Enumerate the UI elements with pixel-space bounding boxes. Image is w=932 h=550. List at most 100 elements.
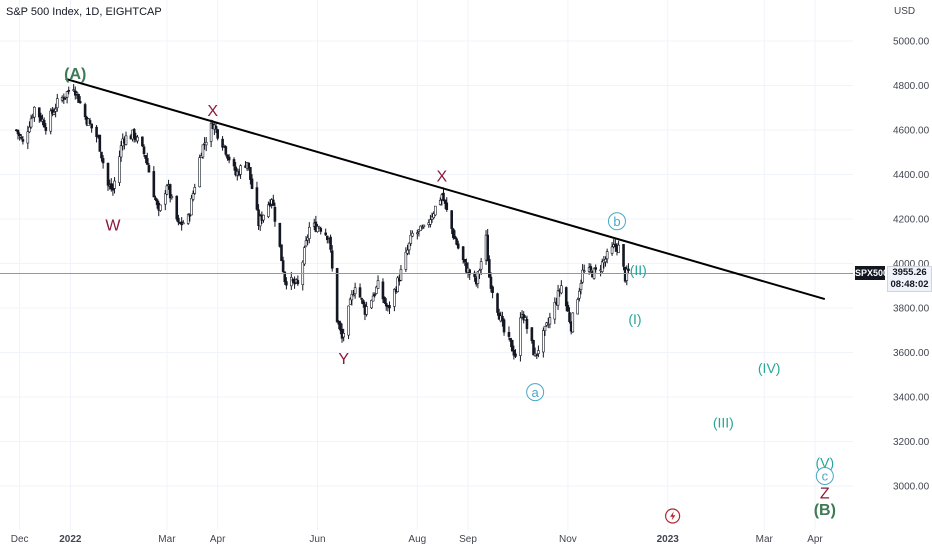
- wave-label: X: [207, 103, 218, 120]
- price-bar-body: [221, 138, 224, 148]
- price-bar-body: [118, 156, 121, 183]
- chart-title[interactable]: S&P 500 Index, 1D, EIGHTCAP: [6, 6, 162, 18]
- price-bar-body: [393, 289, 396, 307]
- wave-label: (A): [64, 66, 86, 83]
- price-bar-body: [461, 246, 465, 260]
- price-bar-body: [186, 214, 190, 224]
- price-bar-body: [163, 193, 167, 205]
- price-bar-body: [600, 261, 604, 272]
- price-bar-body: [214, 126, 218, 129]
- price-bar-body: [383, 297, 386, 304]
- price-bar-body: [90, 123, 93, 129]
- price-bar-body: [278, 222, 282, 247]
- price-bar-body: [416, 232, 419, 235]
- price-bar-body: [306, 237, 309, 241]
- price-bar-body: [370, 299, 373, 309]
- time-axis[interactable]: Dec 2022 Mar Apr Jun Aug Sep Nov 2023 Mar Apr: [11, 534, 824, 545]
- price-bar-body: [304, 240, 308, 247]
- currency-label[interactable]: USD: [894, 6, 916, 17]
- wave-label: Z: [820, 485, 830, 502]
- price-bar-body: [339, 322, 342, 331]
- x-tick-label: Sep: [459, 534, 477, 545]
- price-bar-body: [535, 354, 539, 356]
- price-bar-body: [594, 267, 598, 270]
- price-bar-body: [155, 199, 159, 206]
- price-bar-body: [201, 144, 205, 158]
- price-bar-body: [512, 349, 516, 356]
- x-tick-label: Nov: [559, 534, 577, 545]
- price-bar-body: [145, 158, 149, 165]
- price-bar-body: [556, 290, 560, 306]
- price-bar-body: [509, 337, 512, 342]
- price-bar-body: [388, 305, 391, 309]
- price-bar-body: [136, 136, 139, 142]
- wave-label: a: [532, 385, 540, 400]
- price-bar-body: [522, 314, 525, 321]
- price-bar-body: [406, 249, 409, 254]
- wave-label: (II): [630, 262, 647, 278]
- price-bar-body: [303, 247, 306, 265]
- price-bar-body: [77, 93, 80, 103]
- price-bar-body: [49, 110, 53, 132]
- price-bar-body: [317, 226, 321, 229]
- wave-circle: [607, 212, 626, 231]
- price-bar-body: [486, 234, 489, 262]
- price-bar-body: [407, 242, 411, 251]
- wave-circle: [815, 466, 834, 485]
- y-tick-label: 3200.00: [893, 437, 930, 448]
- price-bar-body: [452, 228, 455, 238]
- y-tick-label: 3600.00: [893, 348, 930, 359]
- wave-label: (I): [628, 311, 641, 327]
- price-bar-body: [542, 330, 545, 353]
- price-bar-body: [65, 91, 69, 98]
- price-bar-body: [350, 293, 354, 301]
- x-tick-label: Aug: [408, 534, 426, 545]
- price-bar-body: [109, 183, 113, 190]
- price-bar-body: [72, 89, 75, 91]
- price-bar-body: [434, 205, 437, 216]
- price-bar-body: [16, 129, 20, 135]
- price-bar-body: [453, 235, 457, 240]
- price-bar-body: [568, 312, 571, 322]
- price-bar-body: [83, 104, 87, 118]
- trendline[interactable]: [65, 77, 826, 301]
- last-price-value: 3955.26: [892, 267, 927, 278]
- y-tick-label: 3400.00: [893, 393, 930, 404]
- price-bar-body: [510, 340, 514, 352]
- price-bar-body: [365, 306, 368, 315]
- price-bar-body: [411, 232, 414, 237]
- drawings[interactable]: [0, 77, 853, 301]
- price-axis[interactable]: 5000.00 4800.00 4600.00 4400.00 4200.00 4000.…: [893, 37, 930, 493]
- price-bar-body: [247, 162, 251, 168]
- price-bar-body: [255, 187, 259, 210]
- x-tick-label: Apr: [210, 534, 226, 545]
- earnings-event-icon[interactable]: [665, 508, 681, 524]
- price-bar-body: [347, 305, 350, 336]
- price-bar-body: [95, 126, 98, 137]
- price-bar-body: [353, 287, 357, 295]
- price-bar-body: [404, 251, 408, 270]
- price-bar-body: [468, 269, 471, 275]
- price-bar-body: [75, 92, 79, 95]
- y-tick-label: 3000.00: [893, 482, 930, 493]
- price-bar-body: [445, 202, 449, 210]
- price-bar-body: [227, 156, 231, 161]
- y-tick-label: 4800.00: [893, 81, 930, 92]
- price-bar-body: [113, 180, 116, 189]
- x-tick-label: Mar: [158, 534, 176, 545]
- price-bar-body: [342, 333, 345, 338]
- price-bar-body: [51, 109, 54, 114]
- price-bar-body: [576, 299, 579, 315]
- price-bar-body: [324, 232, 327, 236]
- price-bar-body: [525, 319, 529, 329]
- price-bar-body: [502, 319, 506, 333]
- price-bar-body: [124, 135, 128, 145]
- price-bar-body: [44, 127, 48, 131]
- symbol-price-tag: SPX500: [855, 266, 889, 280]
- price-bar-body: [26, 131, 30, 144]
- bar-countdown: 08:48:02: [890, 279, 929, 290]
- event-markers[interactable]: [665, 508, 681, 524]
- price-bar-body: [142, 146, 146, 154]
